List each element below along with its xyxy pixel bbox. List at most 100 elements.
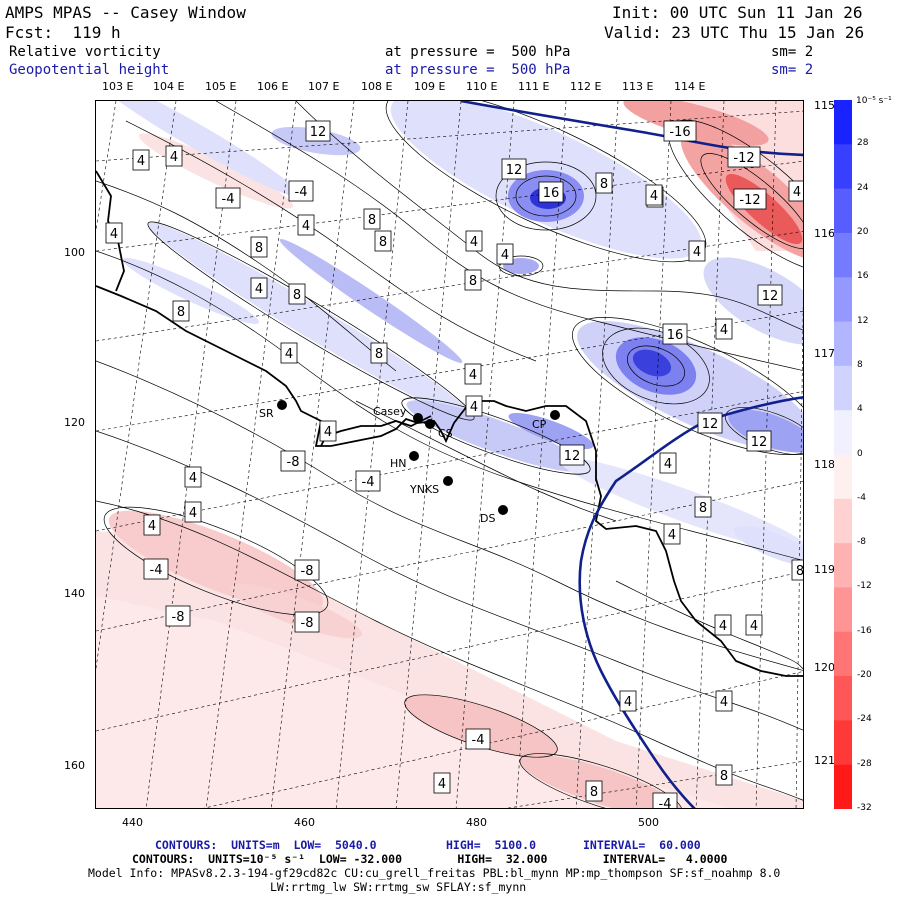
contour-label-text: 12 bbox=[506, 163, 523, 178]
positive-ne-blob bbox=[703, 257, 803, 345]
station-markers bbox=[277, 400, 560, 515]
y-tick-label: 120 bbox=[64, 416, 85, 429]
contour-label-box bbox=[465, 395, 483, 417]
contour-label-text: 4 bbox=[189, 471, 197, 486]
contour-label-box bbox=[288, 180, 314, 202]
footer-model-info: Model Info: MPASv8.2.3-194-gf29cd82c CU:… bbox=[88, 866, 781, 880]
contour-label-box bbox=[374, 230, 392, 252]
station-sr-dot bbox=[277, 400, 287, 410]
contour-label-text: 8 bbox=[375, 347, 383, 362]
top-lon-label: 110 E bbox=[466, 80, 498, 93]
station-label-ds: DS bbox=[480, 512, 495, 525]
vorticity-shading bbox=[96, 101, 803, 808]
station-label-casey: Casey bbox=[373, 405, 407, 418]
contour-label-box bbox=[538, 181, 564, 203]
contour-label-box bbox=[165, 145, 183, 167]
contour-label-text: 8 bbox=[255, 241, 263, 256]
colorbar-swatch bbox=[834, 631, 852, 677]
contour-label-text: 4 bbox=[470, 400, 478, 415]
contour-label-text: -4 bbox=[150, 563, 163, 578]
contour-label-text: -16 bbox=[669, 125, 690, 140]
footer-vorticity-contours: CONTOURS: UNITS=10⁻⁵ s⁻¹ LOW= -32.000 HI… bbox=[132, 852, 728, 866]
station-ynks-dot bbox=[443, 476, 453, 486]
contour-label-box bbox=[715, 764, 733, 786]
field2-level: at pressure = 500 hPa bbox=[385, 62, 571, 78]
map-canvas: SR Casey CS HN YNKS DS CP 124 4-4 -44 88481… bbox=[96, 101, 803, 808]
colorbar-swatch bbox=[834, 543, 852, 588]
contour-label-text: 4 bbox=[793, 185, 801, 200]
colorbar-swatch bbox=[834, 100, 852, 145]
colorbar-swatch bbox=[834, 321, 852, 367]
forecast-hour: Fcst: 119 h bbox=[5, 23, 121, 42]
contour-label-text: 4 bbox=[170, 150, 178, 165]
colorbar-swatch bbox=[834, 232, 852, 278]
contour-label-box bbox=[250, 236, 268, 258]
colorbar-tick-label: -20 bbox=[857, 670, 872, 681]
contour-label-box bbox=[132, 149, 150, 171]
contour-label-text: -4 bbox=[222, 192, 235, 207]
contour-label-text: 8 bbox=[720, 769, 728, 784]
contour-label-box bbox=[715, 690, 733, 712]
contour-label-box bbox=[791, 559, 803, 581]
contour-label-text: 8 bbox=[379, 235, 387, 250]
contour-label-box bbox=[297, 214, 315, 236]
contour-label-text: 12 bbox=[762, 289, 779, 304]
top-lon-label: 111 E bbox=[518, 80, 550, 93]
top-lon-label: 113 E bbox=[622, 80, 654, 93]
station-label-cs: CS bbox=[438, 427, 453, 440]
contour-label-box bbox=[663, 120, 697, 142]
contour-label-text: -4 bbox=[295, 185, 308, 200]
top-lon-label: 104 E bbox=[153, 80, 185, 93]
colorbar-swatch bbox=[834, 277, 852, 323]
contour-label-box bbox=[464, 363, 482, 385]
colorbar-tick-label: -8 bbox=[857, 537, 866, 548]
contour-label-text: 4 bbox=[438, 777, 446, 792]
colorbar-tick-label: -4 bbox=[857, 492, 866, 503]
colorbar-swatch bbox=[834, 365, 852, 411]
negative-blob-s1 bbox=[404, 694, 558, 758]
contour-label-text: 4 bbox=[720, 323, 728, 338]
top-lon-label: 109 E bbox=[414, 80, 446, 93]
contour-label-box bbox=[745, 614, 763, 636]
station-cs-dot bbox=[425, 419, 435, 429]
y-tick-label: 100 bbox=[64, 246, 85, 259]
x-tick-label: 460 bbox=[294, 816, 315, 829]
contour-label-text: -8 bbox=[172, 610, 185, 625]
contour-label-box bbox=[788, 180, 803, 202]
station-label-ynks: YNKS bbox=[409, 483, 439, 496]
contour-label-box bbox=[585, 780, 603, 802]
colorbar-unit: 10⁻⁵ s⁻¹ bbox=[856, 96, 892, 106]
contour-label-box bbox=[363, 208, 381, 230]
colorbar-tick-label: -32 bbox=[857, 803, 872, 813]
contour-label-text: 8 bbox=[293, 288, 301, 303]
colorbar-tick-label: 12 bbox=[857, 315, 869, 326]
contour-label-box bbox=[464, 269, 482, 291]
contour-label-text: 4 bbox=[501, 248, 509, 263]
contour-label-text: -4 bbox=[472, 733, 485, 748]
contour-label-text: 4 bbox=[324, 425, 332, 440]
contour-label-box bbox=[619, 690, 637, 712]
contour-label-box bbox=[659, 452, 677, 474]
contour-label-box bbox=[715, 318, 733, 340]
contour-label-text: 8 bbox=[699, 501, 707, 516]
contour-label-box bbox=[433, 772, 451, 794]
colorbar bbox=[834, 100, 852, 809]
contour-label-box bbox=[694, 496, 712, 518]
contour-label-text: 12 bbox=[564, 449, 581, 464]
contour-label-text: 4 bbox=[189, 506, 197, 521]
colorbar-tick-label: 28 bbox=[857, 138, 869, 149]
contour-label-box bbox=[250, 277, 268, 299]
footer-height-high: HIGH= 5100.0 bbox=[446, 838, 537, 852]
x-tick-label: 480 bbox=[466, 816, 487, 829]
contour-label-text: -12 bbox=[739, 193, 760, 208]
contour-label-box bbox=[294, 559, 320, 581]
footer-model-info-2: LW:rrtmg_lw SW:rrtmg_sw SFLAY:sf_mynn bbox=[270, 880, 527, 894]
contour-label-text: -4 bbox=[362, 475, 375, 490]
contour-label-text: 4 bbox=[302, 219, 310, 234]
contour-label-box bbox=[746, 430, 772, 452]
colorbar-swatch bbox=[834, 410, 852, 455]
top-lon-label: 106 E bbox=[257, 80, 289, 93]
graticule bbox=[96, 101, 803, 808]
contour-label-box bbox=[663, 523, 681, 545]
contour-label-text: -8 bbox=[287, 455, 300, 470]
